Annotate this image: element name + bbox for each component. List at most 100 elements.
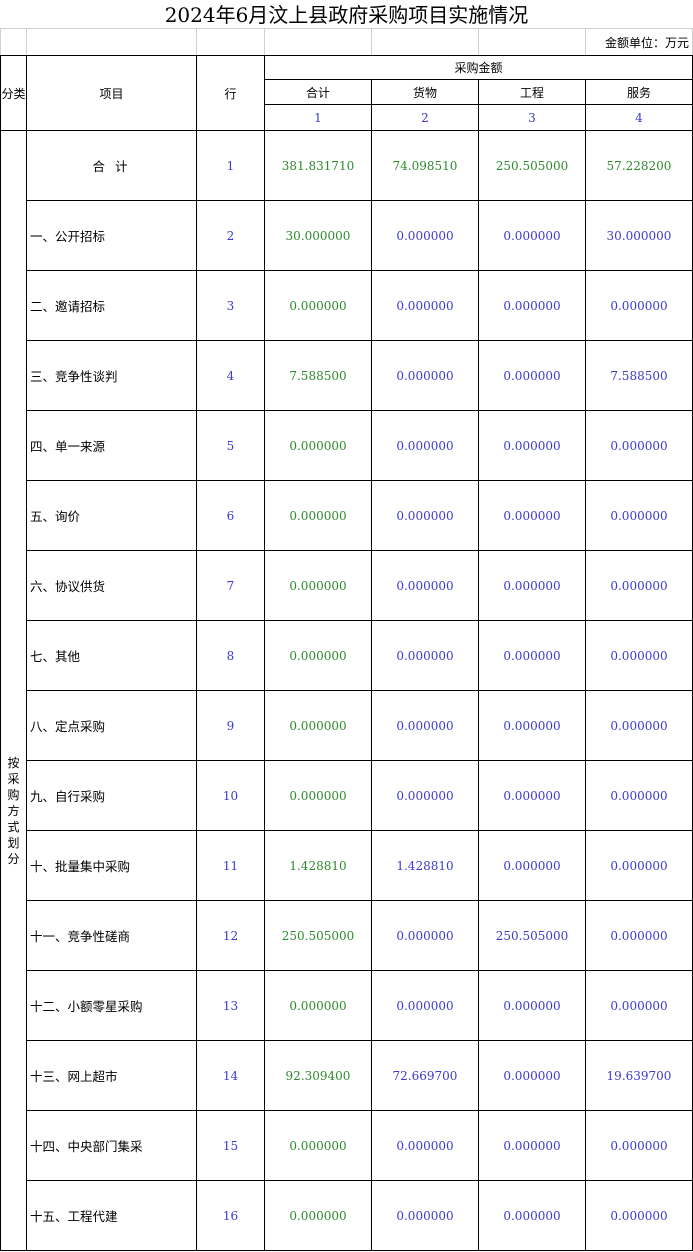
- table-row: 六、协议供货 7 0.000000 0.000000 0.000000 0.000000: [1, 550, 693, 621]
- row-label: 十五、工程代建: [26, 1180, 197, 1251]
- cell-total: 92.309400: [264, 1040, 372, 1111]
- cell-total: 0.000000: [264, 480, 372, 551]
- header-col-goods: 货物: [371, 79, 479, 105]
- row-number: 10: [196, 760, 265, 831]
- table-row: 十、批量集中采购 11 1.428810 1.428810 0.000000 0.0000…: [1, 830, 693, 901]
- cell-total: 250.505000: [264, 900, 372, 971]
- row-label: 五、询价: [26, 480, 197, 551]
- cell-works: 0.000000: [478, 1180, 586, 1251]
- cell-total: 0.000000: [264, 1180, 372, 1251]
- row-label: 三、竞争性谈判: [26, 340, 197, 411]
- side-category-char: 采: [7, 771, 20, 786]
- cell-works: 0.000000: [478, 620, 586, 691]
- cell-services: 0.000000: [585, 270, 693, 341]
- col-number-1: 1: [264, 104, 372, 131]
- cell-goods: 72.669700: [371, 1040, 479, 1111]
- side-category-char: 式: [7, 819, 20, 834]
- col-number-3: 3: [478, 104, 586, 131]
- cell-services: 57.228200: [585, 130, 693, 201]
- row-label: 十二、小额零星采购: [26, 970, 197, 1041]
- cell-works: 250.505000: [478, 130, 586, 201]
- table-row: 三、竞争性谈判 4 7.588500 0.000000 0.000000 7.588500: [1, 340, 693, 411]
- cell-works: 0.000000: [478, 1110, 586, 1181]
- header-item: 项目: [26, 55, 197, 131]
- cell-works: 0.000000: [478, 410, 586, 481]
- cell-total: 30.000000: [264, 200, 372, 271]
- table-row: 八、定点采购 9 0.000000 0.000000 0.000000 0.000000: [1, 690, 693, 761]
- side-category-char: 分: [7, 851, 20, 866]
- row-number: 13: [196, 970, 265, 1041]
- report-title: 2024年6月汶上县政府采购项目实施情况: [164, 3, 529, 27]
- row-number: 11: [196, 830, 265, 901]
- row-number: 15: [196, 1110, 265, 1181]
- row-number: 16: [196, 1180, 265, 1251]
- row-label: 六、协议供货: [26, 550, 197, 621]
- cell-goods: 0.000000: [371, 1110, 479, 1181]
- cell-services: 0.000000: [585, 900, 693, 971]
- row-label: 七、其他: [26, 620, 197, 691]
- cell-goods: 0.000000: [371, 270, 479, 341]
- row-number: 8: [196, 620, 265, 691]
- cell-services: 0.000000: [585, 480, 693, 551]
- cell-goods: 0.000000: [371, 200, 479, 271]
- cell-goods: 0.000000: [371, 550, 479, 621]
- row-number: 14: [196, 1040, 265, 1111]
- row-number: 6: [196, 480, 265, 551]
- cell-services: 30.000000: [585, 200, 693, 271]
- header-row-2: 合计 货物 工程 服务: [1, 79, 693, 105]
- cell-total: 381.831710: [264, 130, 372, 201]
- cell-goods: 0.000000: [371, 340, 479, 411]
- cell-services: 0.000000: [585, 970, 693, 1041]
- unit-row: 金额单位：万元: [0, 28, 693, 56]
- table-row: 九、自行采购 10 0.000000 0.000000 0.000000 0.000000: [1, 760, 693, 831]
- row-label: 八、定点采购: [26, 690, 197, 761]
- row-label: 二、邀请招标: [26, 270, 197, 341]
- cell-goods: 74.098510: [371, 130, 479, 201]
- table-row: 十一、竞争性磋商 12 250.505000 0.000000 250.505000 0.…: [1, 900, 693, 971]
- side-category-char: 购: [7, 787, 20, 802]
- row-label: 十三、网上超市: [26, 1040, 197, 1111]
- cell-goods: 0.000000: [371, 620, 479, 691]
- side-category-char: 划: [7, 835, 20, 850]
- table-row: 按采购方式划分合 计 1 381.831710 74.098510 250.505000…: [0, 130, 693, 1251]
- cell-services: 0.000000: [585, 830, 693, 901]
- row-label: 十、批量集中采购: [26, 830, 197, 901]
- header-category: 分类: [0, 55, 27, 131]
- cell-goods: 0.000000: [371, 480, 479, 551]
- cell-works: 0.000000: [478, 690, 586, 761]
- table-row: 十五、工程代建 16 0.000000 0.000000 0.000000 0.00000…: [1, 1180, 693, 1251]
- row-number: 9: [196, 690, 265, 761]
- procurement-table: 金额单位：万元 分类 项目 行 采购金额 合计 货物 工程 服务 1 2 3 4…: [0, 28, 693, 1251]
- table-row: 十三、网上超市 14 92.309400 72.669700 0.000000 19.63…: [1, 1040, 693, 1111]
- cell-total: 0.000000: [264, 760, 372, 831]
- cell-works: 0.000000: [478, 760, 586, 831]
- cell-works: 250.505000: [478, 900, 586, 971]
- cell-total: 0.000000: [264, 270, 372, 341]
- cell-works: 0.000000: [478, 340, 586, 411]
- cell-total: 0.000000: [264, 550, 372, 621]
- row-number: 4: [196, 340, 265, 411]
- table-row: 十四、中央部门集采 15 0.000000 0.000000 0.000000 0.000…: [1, 1110, 693, 1181]
- cell-works: 0.000000: [478, 270, 586, 341]
- cell-total: 7.588500: [264, 340, 372, 411]
- header-col-works: 工程: [478, 79, 586, 105]
- row-label: 十四、中央部门集采: [26, 1110, 197, 1181]
- table-row: 十二、小额零星采购 13 0.000000 0.000000 0.000000 0.000…: [1, 970, 693, 1041]
- cell-total: 0.000000: [264, 970, 372, 1041]
- table-row: 一、公开招标 2 30.000000 0.000000 0.000000 30.00000…: [1, 200, 693, 271]
- cell-goods: 1.428810: [371, 830, 479, 901]
- cell-works: 0.000000: [478, 200, 586, 271]
- side-category-char: 按: [7, 755, 20, 770]
- cell-works: 0.000000: [478, 830, 586, 901]
- cell-works: 0.000000: [478, 550, 586, 621]
- row-number: 2: [196, 200, 265, 271]
- cell-services: 0.000000: [585, 1180, 693, 1251]
- col-number-2: 2: [371, 104, 479, 131]
- cell-services: 0.000000: [585, 620, 693, 691]
- cell-total: 1.428810: [264, 830, 372, 901]
- header-col-services: 服务: [585, 79, 693, 105]
- side-category-char: 方: [7, 803, 20, 818]
- cell-services: 0.000000: [585, 550, 693, 621]
- cell-services: 0.000000: [585, 760, 693, 831]
